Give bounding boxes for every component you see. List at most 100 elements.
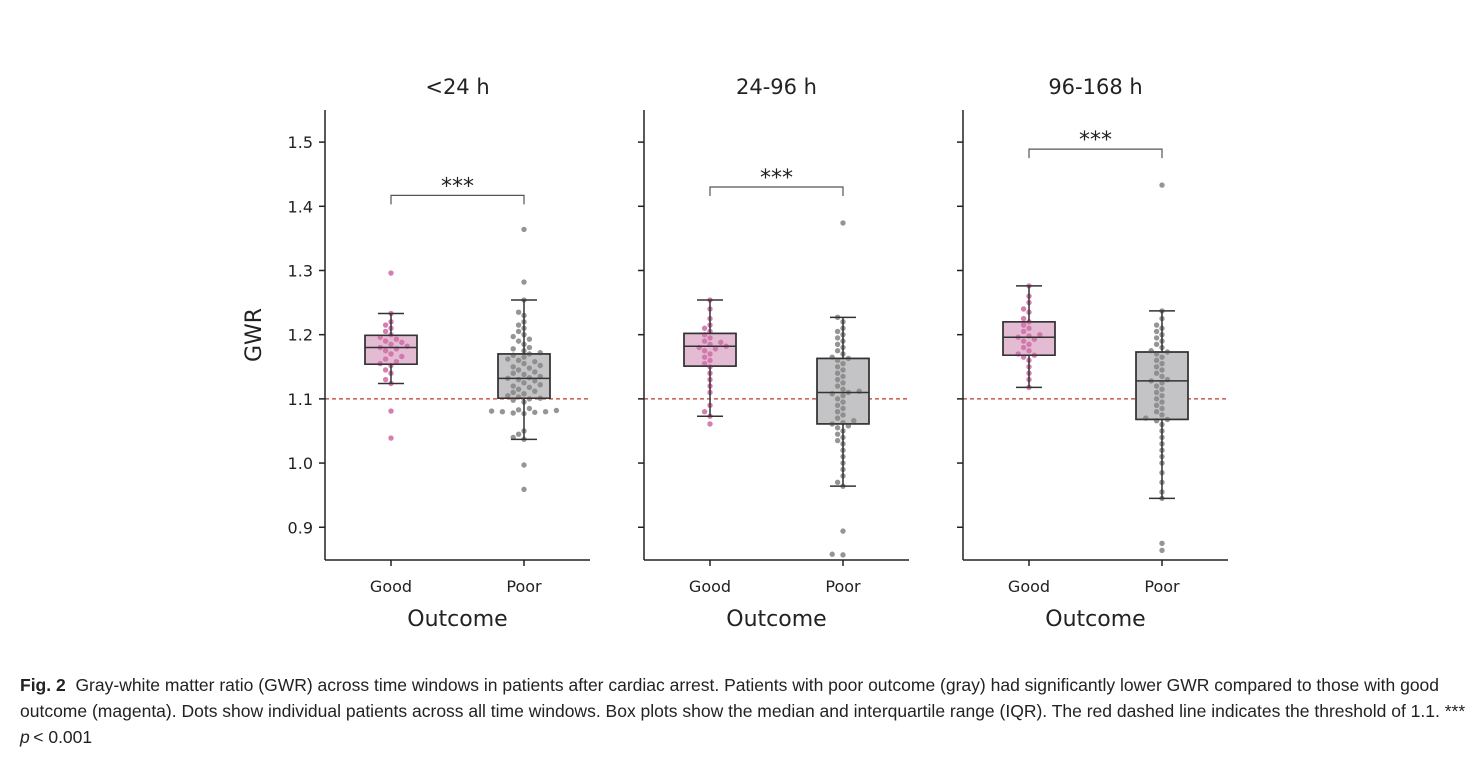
data-point-poor xyxy=(840,412,846,418)
data-point-poor xyxy=(515,328,522,335)
data-point-good xyxy=(1020,344,1027,351)
data-point-poor xyxy=(553,407,560,414)
data-point-good xyxy=(382,322,389,328)
data-point-poor xyxy=(840,528,846,534)
data-point-good xyxy=(388,435,394,441)
data-point-poor xyxy=(834,364,841,370)
x-tick-label: Poor xyxy=(1144,577,1180,596)
data-point-poor xyxy=(532,358,538,365)
data-point-poor xyxy=(1159,373,1165,380)
data-point-good xyxy=(701,360,708,367)
data-point-poor xyxy=(840,405,846,412)
data-point-poor xyxy=(515,431,522,437)
y-tick-label: 1.2 xyxy=(288,326,313,345)
data-point-poor xyxy=(526,384,533,391)
data-point-good xyxy=(1026,348,1032,354)
p-symbol: p xyxy=(20,727,30,747)
data-point-poor xyxy=(834,335,841,341)
y-tick-label: 1.1 xyxy=(288,390,313,409)
data-point-poor xyxy=(1159,399,1165,405)
data-point-poor xyxy=(505,356,511,362)
data-point-poor xyxy=(515,367,522,373)
x-tick-label: Good xyxy=(689,577,731,596)
data-point-poor xyxy=(834,396,841,402)
data-point-poor xyxy=(834,383,841,389)
data-point-good xyxy=(388,341,394,348)
data-point-good xyxy=(382,348,389,354)
data-point-poor xyxy=(1159,412,1165,418)
data-point-good xyxy=(388,351,394,357)
x-axis-label: Outcome xyxy=(1045,607,1145,632)
data-point-poor xyxy=(840,373,846,380)
data-point-good xyxy=(382,328,389,335)
data-point-poor xyxy=(1159,354,1165,360)
data-point-poor xyxy=(840,552,846,558)
data-point-good xyxy=(718,339,724,346)
x-tick-label: Poor xyxy=(506,577,542,596)
data-point-good xyxy=(701,338,708,344)
figure-label: Fig. 2 xyxy=(20,675,66,695)
x-tick-label: Good xyxy=(370,577,412,596)
data-point-good xyxy=(393,358,400,365)
data-point-poor xyxy=(1159,367,1165,373)
data-point-poor xyxy=(532,409,538,416)
data-point-poor xyxy=(1159,547,1165,554)
significance-bracket xyxy=(390,194,525,205)
data-point-poor xyxy=(515,338,522,344)
figure-caption: Fig. 2 Gray-white matter ratio (GWR) acr… xyxy=(20,672,1470,750)
data-point-poor xyxy=(515,322,522,328)
data-point-poor xyxy=(834,348,841,354)
data-point-poor xyxy=(510,346,516,352)
data-point-poor xyxy=(510,383,516,389)
significance-label: *** xyxy=(441,174,474,199)
panel-title: <24 h xyxy=(425,75,489,99)
data-point-poor xyxy=(1153,335,1160,341)
y-tick-label: 1.0 xyxy=(288,454,313,473)
data-point-good xyxy=(382,376,389,383)
iqr-box-good xyxy=(364,334,418,365)
data-point-poor xyxy=(1153,383,1160,389)
iqr-box-outline xyxy=(1135,351,1189,421)
data-point-poor xyxy=(521,380,527,386)
data-point-poor xyxy=(532,369,538,375)
data-point-poor xyxy=(521,371,527,378)
significance-bracket xyxy=(709,186,844,197)
data-point-poor xyxy=(488,408,495,414)
data-point-poor xyxy=(840,399,846,405)
x-tick-label: Good xyxy=(1008,577,1050,596)
data-point-poor xyxy=(521,360,527,367)
data-point-poor xyxy=(1153,396,1160,402)
data-point-good xyxy=(707,357,713,364)
x-axis-label: Outcome xyxy=(726,607,826,632)
data-point-poor xyxy=(834,376,841,383)
significance-bracket xyxy=(1028,148,1163,159)
significance-label: *** xyxy=(1079,128,1112,153)
data-point-good xyxy=(382,367,389,373)
data-point-poor xyxy=(1159,392,1165,399)
y-tick-label: 1.3 xyxy=(288,261,313,280)
data-point-poor xyxy=(515,407,522,413)
caption-text: Gray-white matter ratio (GWR) across tim… xyxy=(20,675,1466,721)
data-point-good xyxy=(388,408,394,414)
data-point-good xyxy=(707,351,713,357)
data-point-poor xyxy=(834,328,841,335)
data-point-poor xyxy=(521,226,527,233)
data-point-poor xyxy=(840,386,846,392)
y-tick-label: 1.4 xyxy=(288,197,313,216)
data-point-good xyxy=(1020,338,1027,344)
data-point-good xyxy=(382,338,389,344)
data-point-poor xyxy=(537,382,543,388)
data-point-good xyxy=(712,346,719,352)
data-point-poor xyxy=(1159,540,1165,547)
data-point-poor xyxy=(515,309,522,315)
data-point-good xyxy=(1020,306,1027,312)
data-point-poor xyxy=(834,425,841,431)
x-tick-label: Poor xyxy=(825,577,861,596)
y-axis-label: GWR xyxy=(242,308,267,362)
data-point-poor xyxy=(521,486,527,493)
data-point-poor xyxy=(1153,357,1160,364)
data-point-poor xyxy=(834,370,841,376)
data-point-poor xyxy=(1153,322,1160,328)
x-axis-label: Outcome xyxy=(407,607,507,632)
data-point-poor xyxy=(840,392,846,399)
